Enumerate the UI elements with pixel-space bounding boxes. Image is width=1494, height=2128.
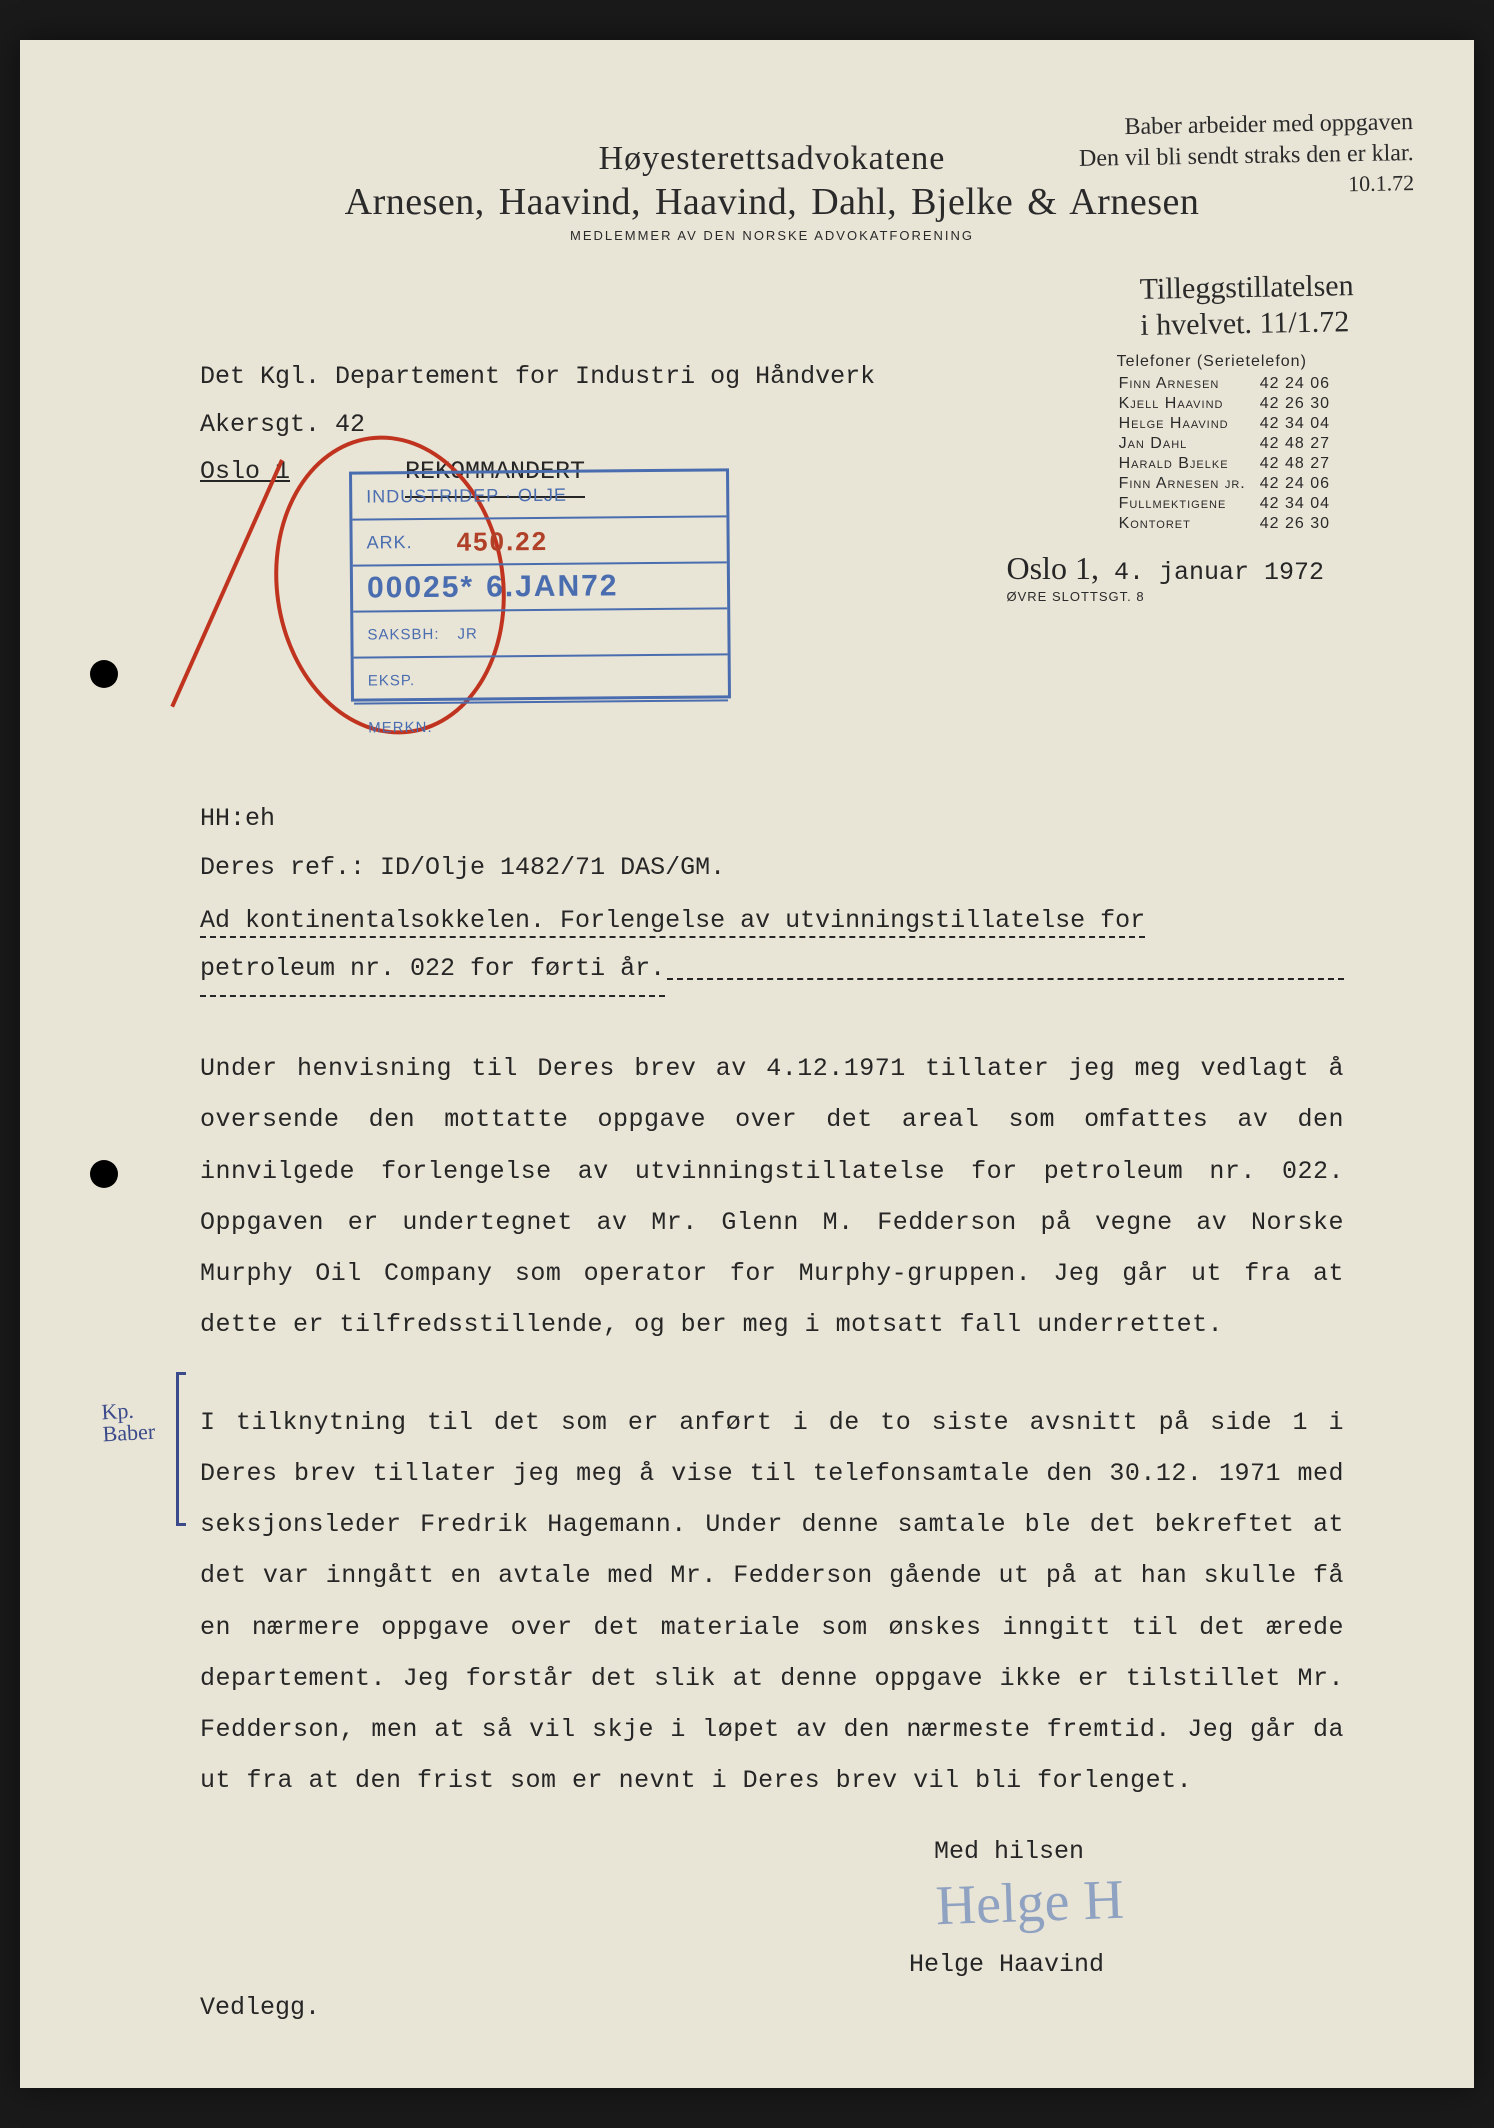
document-page: Baber arbeider med oppgaven Den vil bli …: [20, 40, 1474, 2088]
subject-line: petroleum nr. 022 for førti år.: [200, 945, 665, 997]
date-city: Oslo 1,: [1006, 550, 1098, 586]
phone-row: Kjell Haavind42 26 30: [1119, 395, 1342, 413]
body-paragraph-1: Under henvisning til Deres brev av 4.12.…: [200, 1043, 1344, 1351]
reference-block: HH:eh Deres ref.: ID/Olje 1482/71 DAS/GM…: [200, 795, 1344, 893]
sender-address: ØVRE SLOTTSGT. 8: [1006, 589, 1324, 604]
addr-line: Det Kgl. Departement for Industri og Hån…: [200, 353, 875, 401]
stamp-saksbh: SAKSBH: JR: [353, 609, 727, 658]
your-ref: Deres ref.: ID/Olje 1482/71 DAS/GM.: [200, 844, 1344, 893]
hand-date: 10.1.72: [1080, 169, 1415, 203]
phone-table: Finn Arnesen42 24 06 Kjell Haavind42 26 …: [1117, 373, 1344, 535]
closing: Med hilsen: [200, 1837, 1344, 1866]
phone-row: Fullmektigene42 34 04: [1119, 495, 1342, 513]
phone-row: Finn Arnesen jr.42 24 06: [1119, 475, 1342, 493]
stamp-dept: INDUSTRIDEP · OLJE: [352, 471, 726, 520]
receipt-stamp: INDUSTRIDEP · OLJE ARK. 450.22 00025* 6.…: [349, 468, 731, 701]
signature-handwritten: Helge H: [199, 1860, 1345, 1964]
phone-row: Finn Arnesen42 24 06: [1119, 375, 1342, 393]
dash-fill: [667, 945, 1344, 980]
date-rest: 4. januar 1972: [1114, 558, 1324, 587]
typist-ref: HH:eh: [200, 795, 1344, 844]
body-paragraph-2: I tilknytning til det som er anført i de…: [200, 1397, 1344, 1807]
phone-row: Helge Haavind42 34 04: [1119, 415, 1342, 433]
phone-header: Telefoner (Serietelefon): [1117, 353, 1344, 371]
stamp-merkn: MERKN.: [354, 701, 728, 750]
phone-row: Kontoret42 26 30: [1119, 515, 1342, 533]
stamp-number: 00025* 6.JAN72: [353, 563, 727, 612]
hand-line: Tilleggstillatelsen: [1139, 268, 1354, 308]
phone-directory: Telefoner (Serietelefon) Finn Arnesen42 …: [1117, 353, 1344, 535]
handwritten-note-top: Baber arbeider med oppgaven Den vil bli …: [1079, 107, 1415, 204]
attachment-note: Vedlegg.: [200, 1993, 1344, 2022]
letterhead-membership: MEDLEMMER AV DEN NORSKE ADVOKATFORENING: [200, 228, 1344, 243]
subject-line: Ad kontinentalsokkelen. Forlengelse av u…: [200, 906, 1145, 938]
stamp-ark: ARK. 450.22: [352, 517, 726, 566]
margin-handwriting: Kp. Baber: [101, 1399, 156, 1446]
letter-date: Oslo 1, 4. januar 1972 ØVRE SLOTTSGT. 8: [1006, 550, 1324, 604]
subject-block: Ad kontinentalsokkelen. Forlengelse av u…: [200, 897, 1344, 998]
addr-line: Akersgt. 42: [200, 401, 875, 449]
handwritten-note-mid: Tilleggstillatelsen i hvelvet. 11/1.72: [1139, 268, 1354, 344]
stamp-eksp: EKSP.: [354, 655, 728, 704]
margin-bracket: [176, 1372, 186, 1526]
phone-row: Jan Dahl42 48 27: [1119, 435, 1342, 453]
hand-line: i hvelvet. 11/1.72: [1140, 304, 1355, 344]
phone-row: Harald Bjelke42 48 27: [1119, 455, 1342, 473]
